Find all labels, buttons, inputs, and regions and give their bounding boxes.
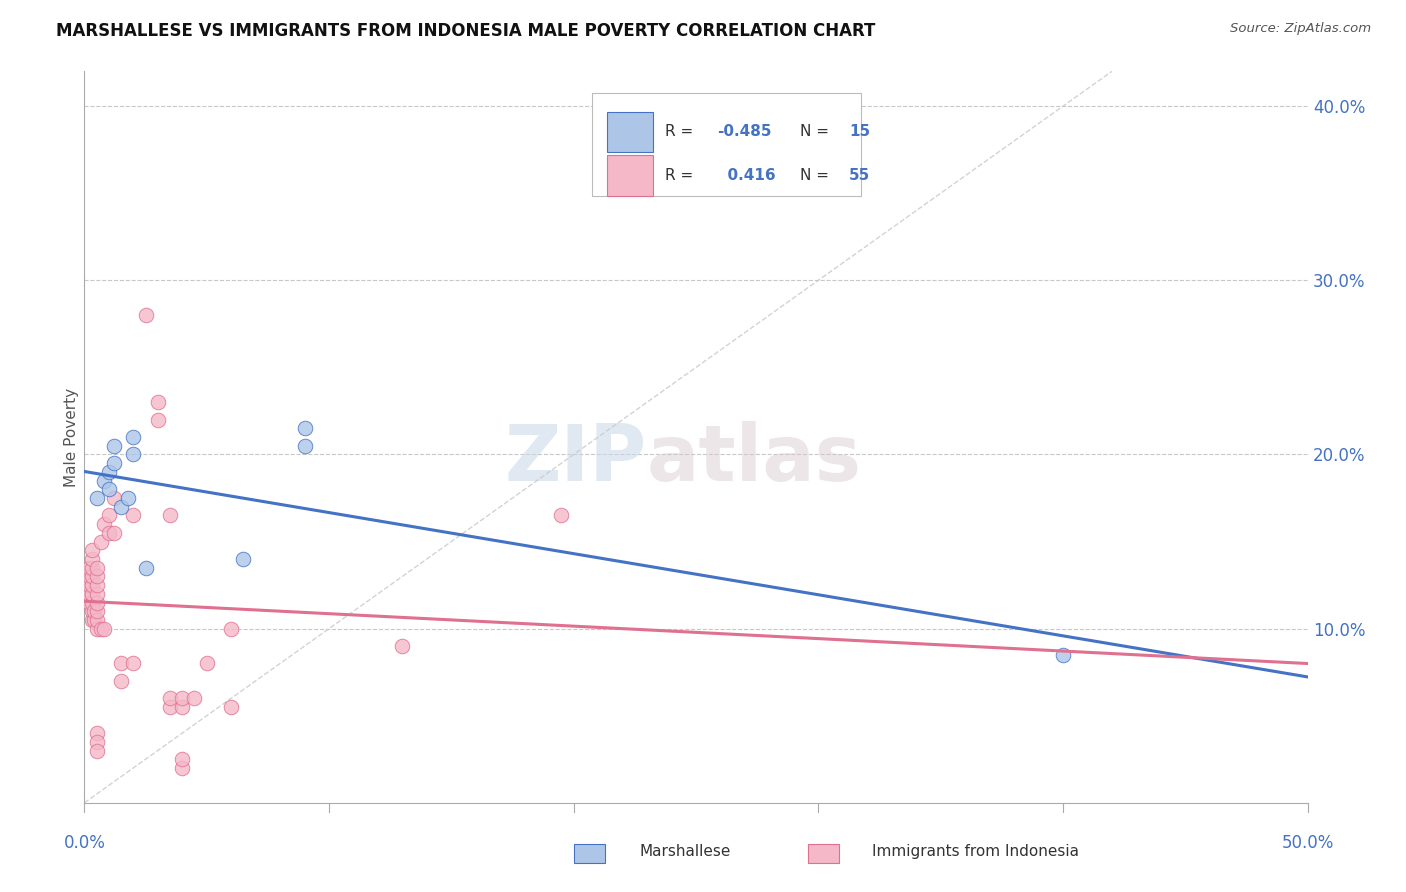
FancyBboxPatch shape bbox=[592, 94, 860, 195]
Point bbox=[93, 622, 115, 636]
Text: 50.0%: 50.0% bbox=[1281, 834, 1334, 852]
Point bbox=[77, 578, 100, 592]
Point bbox=[159, 691, 181, 706]
Point bbox=[97, 483, 120, 497]
Point bbox=[103, 491, 125, 505]
Point bbox=[117, 491, 139, 505]
Point bbox=[86, 595, 108, 609]
Text: 0.0%: 0.0% bbox=[63, 834, 105, 852]
Point bbox=[86, 491, 108, 505]
Point bbox=[122, 430, 145, 444]
Point bbox=[80, 552, 103, 566]
Point bbox=[80, 613, 103, 627]
Point bbox=[86, 604, 108, 618]
Text: Immigrants from Indonesia: Immigrants from Indonesia bbox=[872, 845, 1078, 859]
Point bbox=[122, 657, 145, 671]
Point bbox=[77, 569, 100, 583]
Point bbox=[97, 525, 120, 540]
Point bbox=[103, 439, 125, 453]
Point bbox=[86, 735, 108, 749]
Point bbox=[391, 639, 413, 653]
Point bbox=[80, 578, 103, 592]
Point bbox=[172, 761, 194, 775]
FancyBboxPatch shape bbox=[606, 155, 654, 195]
Text: N =: N = bbox=[800, 168, 834, 183]
Point bbox=[146, 395, 169, 409]
Text: Marshallese: Marshallese bbox=[640, 845, 731, 859]
Point bbox=[159, 508, 181, 523]
Point bbox=[86, 587, 108, 601]
Point bbox=[183, 691, 205, 706]
Point bbox=[93, 517, 115, 532]
Point bbox=[103, 456, 125, 470]
Text: R =: R = bbox=[665, 124, 699, 139]
Point bbox=[103, 525, 125, 540]
Text: 55: 55 bbox=[849, 168, 870, 183]
Y-axis label: Male Poverty: Male Poverty bbox=[63, 387, 79, 487]
Point bbox=[77, 587, 100, 601]
Text: ZIP: ZIP bbox=[505, 421, 647, 497]
Text: N =: N = bbox=[800, 124, 834, 139]
Point bbox=[86, 622, 108, 636]
Point bbox=[172, 752, 194, 766]
Point bbox=[80, 604, 103, 618]
Point bbox=[97, 465, 120, 479]
Point bbox=[122, 508, 145, 523]
Point bbox=[294, 421, 316, 435]
Text: 15: 15 bbox=[849, 124, 870, 139]
Point bbox=[110, 673, 132, 688]
Point bbox=[86, 560, 108, 574]
Point bbox=[135, 308, 157, 322]
Point bbox=[80, 595, 103, 609]
Point bbox=[219, 700, 242, 714]
Point bbox=[86, 613, 108, 627]
Text: atlas: atlas bbox=[647, 421, 862, 497]
Point bbox=[146, 412, 169, 426]
Point bbox=[83, 613, 105, 627]
Point bbox=[86, 726, 108, 740]
Point bbox=[135, 560, 157, 574]
Point bbox=[77, 560, 100, 574]
Point bbox=[86, 569, 108, 583]
Point bbox=[83, 604, 105, 618]
Point bbox=[110, 500, 132, 514]
Point bbox=[93, 474, 115, 488]
Point bbox=[97, 508, 120, 523]
FancyBboxPatch shape bbox=[606, 112, 654, 152]
Point bbox=[294, 439, 316, 453]
Point bbox=[550, 508, 572, 523]
Point bbox=[86, 578, 108, 592]
Text: MARSHALLESE VS IMMIGRANTS FROM INDONESIA MALE POVERTY CORRELATION CHART: MARSHALLESE VS IMMIGRANTS FROM INDONESIA… bbox=[56, 22, 876, 40]
Point bbox=[90, 622, 112, 636]
Point bbox=[77, 595, 100, 609]
Point bbox=[80, 543, 103, 558]
Text: -0.485: -0.485 bbox=[717, 124, 772, 139]
Point bbox=[80, 569, 103, 583]
Point bbox=[159, 700, 181, 714]
Text: 0.416: 0.416 bbox=[717, 168, 775, 183]
Text: Source: ZipAtlas.com: Source: ZipAtlas.com bbox=[1230, 22, 1371, 36]
Point bbox=[80, 587, 103, 601]
Text: R =: R = bbox=[665, 168, 699, 183]
Point bbox=[90, 534, 112, 549]
Point bbox=[1052, 648, 1074, 662]
Point bbox=[110, 657, 132, 671]
Point bbox=[232, 552, 254, 566]
Point bbox=[195, 657, 218, 671]
Point bbox=[172, 691, 194, 706]
Point bbox=[80, 560, 103, 574]
Point bbox=[172, 700, 194, 714]
Point bbox=[219, 622, 242, 636]
Point bbox=[86, 743, 108, 757]
Point bbox=[122, 448, 145, 462]
